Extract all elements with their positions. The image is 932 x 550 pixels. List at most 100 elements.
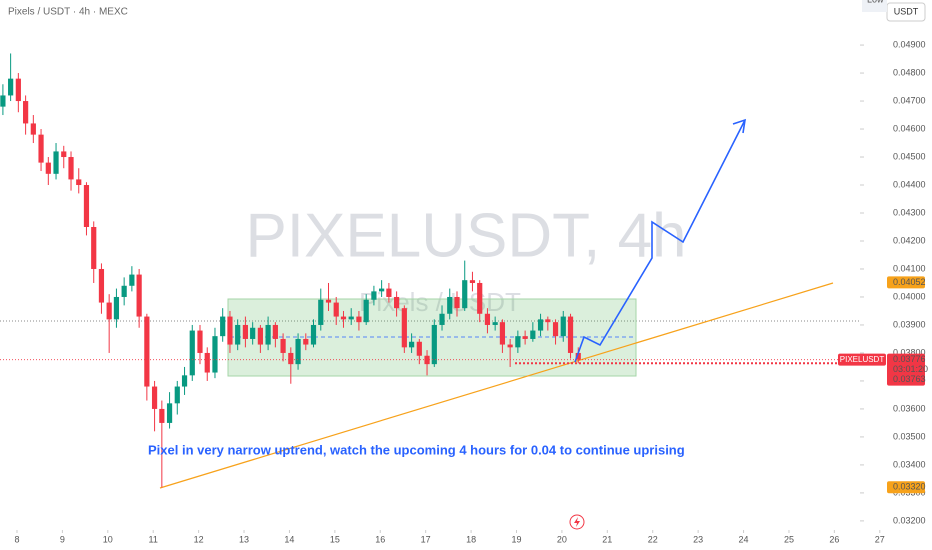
symbol-tag [838,353,886,366]
candle-body [45,162,51,174]
candle-body [439,313,445,325]
x-tick-label: 8 [14,534,19,544]
candle-body [15,78,21,102]
candle-body [23,101,29,124]
candle-body [121,285,127,297]
candle-body [454,296,460,309]
x-tick-label: 13 [239,534,249,544]
candle-body [575,352,581,360]
y-tick-label: 0.03900 [893,319,926,329]
candle-body [8,78,14,96]
x-tick-label: 10 [103,534,113,544]
y-tick-label: 0.04000 [893,291,926,301]
candle-body [83,185,90,227]
candle-body [310,324,317,345]
candle-body [151,386,158,409]
candle-body [265,324,271,345]
candle-body [416,341,422,356]
candle-body [492,322,498,325]
candle-body [144,316,150,387]
candle-body [197,330,203,353]
candle-body [348,316,354,320]
candle-body [522,336,528,339]
bid-price-label: 0.03763 [893,374,926,384]
candle-body [212,336,218,373]
x-tick-label: 9 [60,534,65,544]
candle-body [552,322,559,337]
x-tick-label: 12 [194,534,204,544]
candle-body [560,316,566,337]
candle-body [545,319,551,323]
countdown-label: 03:01:20 [893,364,928,374]
price-tag [887,353,925,386]
x-tick-label: 26 [829,534,839,544]
y-tick-label: 0.04100 [893,263,926,273]
candle-body [250,327,256,339]
trend-tag [887,276,925,289]
candle-body [61,151,67,158]
candle-body [189,330,195,376]
y-tick-label: 0.04200 [893,235,926,245]
candle-body [174,386,180,404]
candle-body [408,341,415,348]
candle-body [235,324,241,345]
x-tick-label: 18 [466,534,476,544]
y-tick-label: 0.04500 [893,151,926,161]
candle-body [499,322,506,345]
candle-body [91,226,97,269]
currency-label: USDT [894,6,919,16]
forecast-path [574,119,746,363]
candle-body [371,291,377,300]
x-tick-label: 11 [149,534,158,544]
arrow-head [732,118,746,134]
candle-body [106,302,112,320]
trend-tag-label: 0.04052 [893,277,926,287]
candle-body [98,268,105,303]
candle-body [401,308,407,348]
candle-body [220,316,226,337]
candle-body [204,352,210,373]
candle-body [166,403,173,423]
candle-body [280,338,286,353]
candle-body [53,151,59,174]
y-tick-label: 0.04800 [893,67,926,77]
candle-body [462,280,468,309]
y-tick-label: 0.03400 [893,459,926,469]
low-tag-label: Low [867,0,884,4]
candle-body [431,324,437,365]
x-tick-label: 15 [330,534,340,544]
x-tick-label: 25 [784,534,794,544]
watermark: PIXELUSDT, 4h [245,201,686,270]
candle-body [363,299,369,323]
x-tick-label: 27 [875,534,885,544]
trend-tag [887,481,925,494]
candle-body [340,316,347,320]
candle-body [159,408,165,423]
candle-body [318,299,324,325]
y-tick-label: 0.04400 [893,179,926,189]
candle-body [333,302,339,317]
candle-body [30,123,36,135]
candle-body [303,338,309,345]
watermark-sub: Pixels / USDT [359,287,521,317]
candle-body [76,179,82,186]
trendline [159,282,834,489]
y-tick-label: 0.04600 [893,123,926,133]
candle-body [379,288,385,292]
y-tick-label: 0.03600 [893,403,926,413]
candle-body [257,327,263,345]
y-tick-label: 0.03800 [893,347,926,357]
candle-body [295,338,301,365]
x-tick-label: 17 [421,534,431,544]
candle-body [567,316,574,353]
candle-body [38,134,44,163]
x-tick-label: 22 [648,534,658,544]
x-tick-label: 23 [693,534,703,544]
candle-body [227,316,233,345]
candle-body [129,274,135,286]
y-tick-label: 0.03200 [893,515,926,525]
annotation: Pixel in very narrow uptrend, watch the … [148,442,685,457]
candle-body [272,324,278,339]
